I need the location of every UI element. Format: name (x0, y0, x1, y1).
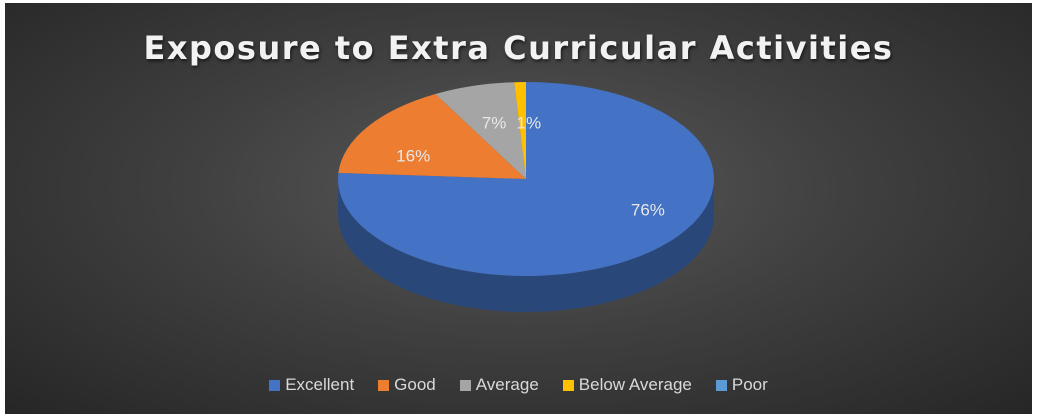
slice-average (435, 82, 526, 179)
legend-item-excellent: Excellent (269, 375, 354, 395)
data-label-below-average: 1% (517, 114, 542, 133)
pie-sides (338, 179, 714, 312)
slice-side-excellent (338, 179, 714, 312)
legend-label: Poor (731, 375, 768, 394)
data-label-good: 16% (396, 147, 430, 166)
legend-item-good: Good (378, 375, 436, 395)
legend-swatch (459, 379, 471, 391)
chart-title: Exposure to Extra Curricular Activities (143, 29, 894, 67)
data-label-average: 7% (482, 114, 507, 133)
pie-chart: 76% 16% 7% 1% (338, 82, 714, 312)
legend-item-poor: Poor (715, 375, 768, 395)
slice-below-average (514, 82, 526, 179)
legend-swatch (269, 379, 281, 391)
legend-label: Good (394, 375, 436, 394)
chart-area: Exposure to Extra Curricular Activities … (5, 3, 1032, 414)
legend-swatch (378, 379, 390, 391)
legend-item-below-average: Below Average (562, 375, 692, 395)
legend-swatch (715, 379, 727, 391)
legend-label: Below Average (578, 375, 692, 394)
legend-item-average: Average (459, 375, 539, 395)
legend-swatch (562, 379, 574, 391)
legend-label: Excellent (285, 375, 355, 394)
chart-legend: Excellent Good Average Below Average Poor (5, 375, 1032, 395)
legend-label: Average (475, 375, 539, 394)
slice-good (338, 93, 526, 179)
data-label-excellent: 76% (631, 200, 665, 219)
